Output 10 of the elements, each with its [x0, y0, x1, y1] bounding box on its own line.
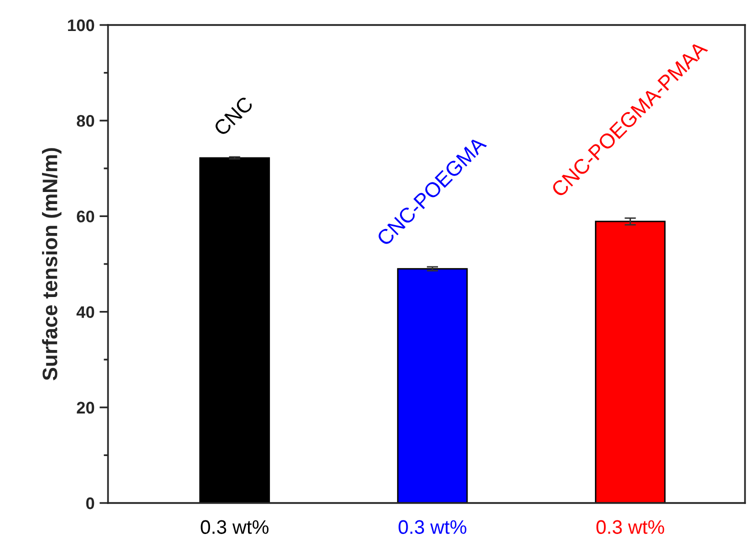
- y-axis-title: Surface tension (mN/m): [42, 148, 62, 380]
- y-tick-label: 80: [76, 115, 94, 127]
- y-tick-label: 60: [76, 210, 94, 222]
- x-tick-label: 0.3 wt%: [398, 520, 466, 534]
- y-tick-label: 20: [76, 402, 94, 414]
- x-tick-label: 0.3 wt%: [200, 520, 268, 534]
- x-tick-label: 0.3 wt%: [596, 520, 664, 534]
- y-tick-label: 0: [86, 497, 94, 510]
- y-tick-label: 40: [76, 306, 94, 318]
- y-tick-label: 100: [68, 19, 94, 32]
